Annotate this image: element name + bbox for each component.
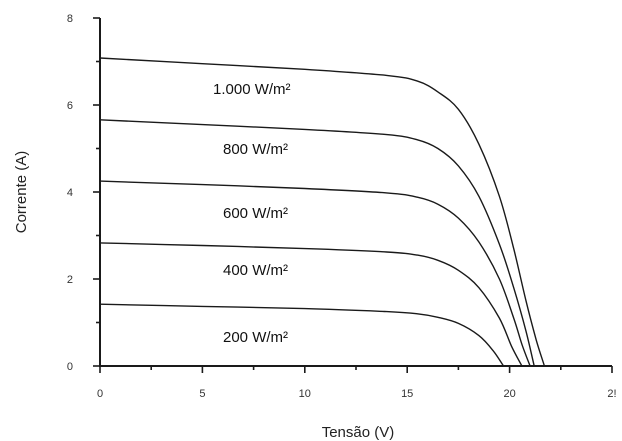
y-tick-label: 4: [67, 187, 73, 199]
x-tick-label: 2!: [607, 388, 616, 400]
iv-curve-4: [99, 303, 505, 367]
iv-curve-2: [99, 180, 531, 367]
y-tick-label: 8: [67, 13, 73, 25]
series-label: 1.000 W/m²: [213, 81, 291, 98]
series-label: 400 W/m²: [223, 262, 288, 279]
curves: [99, 57, 546, 367]
iv-curve-1: [99, 119, 535, 367]
ticks: 0 5 10 15 20 2! 0 2 4 6 8: [67, 13, 617, 400]
x-tick-label: 0: [97, 388, 103, 400]
y-tick-label: 2: [67, 274, 73, 286]
x-tick-label: 15: [401, 388, 413, 400]
y-tick-label: 0: [67, 361, 73, 373]
y-axis-title: Corrente (A): [13, 151, 30, 234]
x-tick-label: 20: [503, 388, 515, 400]
iv-curve-3: [99, 242, 523, 367]
x-tick-label: 10: [299, 388, 311, 400]
series-label: 800 W/m²: [223, 141, 288, 158]
series-label: 200 W/m²: [223, 329, 288, 346]
x-axis-title: Tensão (V): [322, 424, 395, 441]
axes: [99, 18, 612, 367]
x-tick-label: 5: [199, 388, 205, 400]
y-tick-label: 6: [67, 100, 73, 112]
series-labels: 1.000 W/m² 800 W/m² 600 W/m² 400 W/m² 200 W/…: [213, 81, 291, 346]
series-label: 600 W/m²: [223, 205, 288, 222]
iv-curve-0: [99, 57, 546, 367]
